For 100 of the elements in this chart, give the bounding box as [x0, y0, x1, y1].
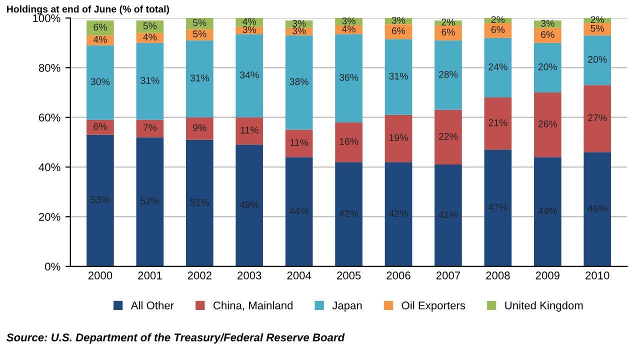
- y-tick-label: 60%: [39, 114, 60, 122]
- bar: [285, 28, 313, 36]
- data-label: 4%: [143, 34, 157, 40]
- data-label: 46%: [588, 204, 607, 212]
- x-tick-label: 2003: [238, 272, 262, 280]
- bar: [534, 92, 562, 158]
- data-label: 6%: [491, 26, 505, 34]
- data-label: 16%: [340, 138, 358, 145]
- data-label: 11%: [290, 139, 308, 146]
- data-label: 2%: [442, 18, 455, 26]
- data-label: 44%: [290, 208, 308, 214]
- bar: [335, 122, 362, 162]
- y-tick-label: 0%: [45, 262, 60, 271]
- bar: [86, 20, 114, 36]
- data-label: 3%: [392, 16, 406, 24]
- x-tick-label: 2006: [386, 272, 410, 280]
- data-label: 41%: [438, 211, 458, 218]
- bar: [236, 117, 264, 145]
- data-label: 5%: [143, 22, 157, 30]
- bar: [136, 137, 164, 266]
- bar: [434, 40, 462, 110]
- x-tick-label: 2004: [287, 272, 312, 280]
- x-tick-label: 2007: [436, 272, 460, 280]
- bar: [335, 162, 362, 266]
- data-label: 21%: [488, 119, 508, 126]
- bar: [534, 28, 562, 43]
- legend-label: Oil Exporters: [402, 301, 466, 312]
- data-label: 3%: [242, 26, 256, 34]
- bar: [584, 152, 612, 266]
- data-label: 53%: [90, 196, 110, 204]
- bar: [236, 144, 264, 266]
- bar: [186, 140, 214, 266]
- data-label: 42%: [339, 210, 358, 217]
- legend-label: Japan: [332, 302, 362, 312]
- x-tick-label: 2001: [138, 272, 162, 280]
- bar: [186, 29, 214, 40]
- data-label: 31%: [190, 74, 210, 82]
- y-tick-label: 40%: [38, 163, 60, 172]
- bar: [484, 97, 512, 150]
- bar: [534, 157, 562, 266]
- bar: [86, 120, 114, 135]
- chart-title: Holdings at end of June (% of total): [7, 5, 170, 15]
- data-label: 5%: [193, 19, 206, 26]
- data-label: 4%: [93, 36, 107, 43]
- data-label: 5%: [193, 30, 206, 38]
- data-label: 28%: [438, 70, 458, 78]
- data-label: 34%: [240, 71, 259, 78]
- data-label: 31%: [389, 72, 408, 80]
- bar: [384, 114, 412, 162]
- bar: [434, 25, 462, 40]
- legend-label: China, Mainland: [214, 301, 293, 311]
- x-tick-label: 2005: [337, 272, 361, 280]
- bar: [534, 42, 562, 93]
- data-label: 2%: [491, 16, 505, 24]
- data-label: 22%: [438, 132, 458, 140]
- bar: [384, 39, 412, 115]
- data-label: 42%: [389, 210, 408, 217]
- x-tick-label: 2000: [88, 272, 112, 280]
- bar: [434, 110, 462, 165]
- x-tick-label: 2009: [536, 272, 560, 280]
- data-label: 51%: [190, 198, 210, 206]
- data-label: 20%: [538, 63, 558, 70]
- data-label: 7%: [143, 124, 157, 132]
- data-label: 6%: [94, 24, 107, 31]
- x-tick-label: 2002: [188, 272, 212, 280]
- bar: [136, 120, 164, 138]
- source-note: Source: U.S. Department of the Treasury/Federal Reserve Board: [6, 333, 345, 344]
- bar: [136, 20, 164, 33]
- bar: [285, 130, 313, 158]
- data-label: 44%: [538, 208, 558, 214]
- bar: [285, 157, 313, 266]
- bar: [136, 42, 164, 120]
- data-label: 24%: [488, 63, 508, 70]
- bar: [86, 134, 114, 266]
- data-label: 31%: [140, 77, 160, 84]
- bar: [186, 117, 214, 140]
- bar: [186, 18, 214, 30]
- data-label: 11%: [240, 126, 258, 134]
- x-tick-label: 2008: [486, 272, 510, 280]
- bar: [384, 162, 412, 266]
- data-label: 2%: [590, 16, 604, 24]
- data-label: 49%: [240, 201, 259, 208]
- data-label: 9%: [193, 124, 206, 132]
- data-label: 19%: [390, 134, 408, 142]
- data-label: 47%: [488, 204, 508, 211]
- y-tick-label: 20%: [39, 212, 60, 221]
- bar: [484, 150, 512, 266]
- data-label: 38%: [290, 78, 308, 86]
- data-label: 4%: [242, 18, 256, 25]
- bar: [484, 22, 512, 38]
- bar: [236, 34, 264, 118]
- bar: [484, 38, 512, 98]
- bar: [86, 45, 114, 120]
- x-tick-label: 2010: [586, 272, 610, 280]
- data-label: 52%: [140, 198, 160, 204]
- bar: [384, 24, 412, 40]
- data-label: 26%: [538, 120, 558, 128]
- data-label: 3%: [541, 20, 554, 27]
- bar: [584, 22, 612, 36]
- legend-label: United Kingdom: [505, 301, 583, 312]
